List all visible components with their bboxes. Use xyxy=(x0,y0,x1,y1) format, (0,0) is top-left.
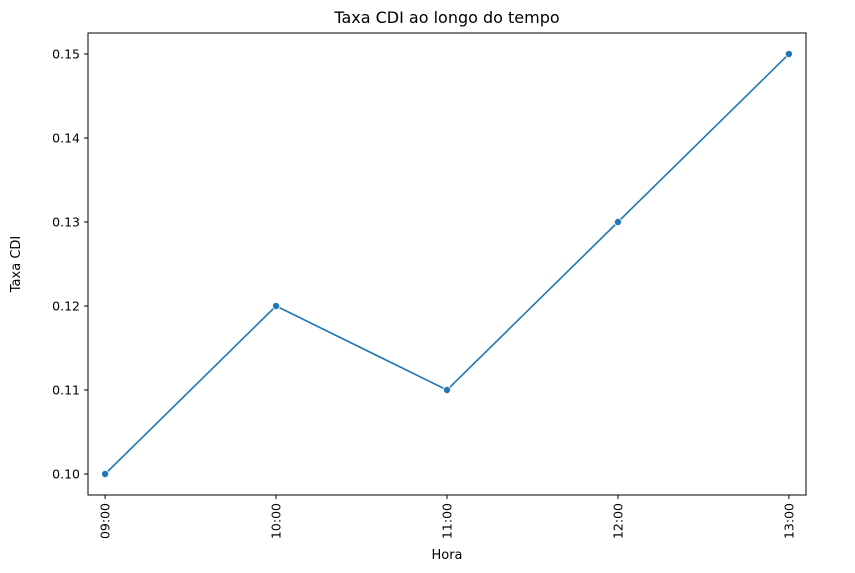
y-axis: 0.10 0.11 0.12 0.13 0.14 0.15 xyxy=(52,47,88,482)
data-point xyxy=(613,217,622,226)
y-tick-label: 0.14 xyxy=(52,131,80,146)
x-tick-label: 13:00 xyxy=(781,503,796,539)
data-point xyxy=(272,301,281,310)
chart-title: Taxa CDI ao longo do tempo xyxy=(333,8,559,27)
x-tick-label: 12:00 xyxy=(610,503,625,539)
x-tick-label: 11:00 xyxy=(440,503,455,539)
x-tick-label: 09:00 xyxy=(98,503,113,539)
y-axis-label: Taxa CDI xyxy=(9,236,24,293)
data-point xyxy=(784,50,793,59)
y-tick-label: 0.12 xyxy=(52,299,80,314)
x-axis-label: Hora xyxy=(431,548,462,563)
data-point xyxy=(101,469,110,478)
plot-frame xyxy=(87,32,807,496)
y-tick-label: 0.13 xyxy=(52,215,80,230)
y-tick-label: 0.10 xyxy=(52,467,80,482)
x-tick-label: 10:00 xyxy=(269,503,284,539)
y-tick-label: 0.11 xyxy=(52,383,80,398)
y-tick-label: 0.15 xyxy=(52,47,80,62)
series-layer xyxy=(101,50,793,478)
x-axis: 09:00 10:00 11:00 12:00 13:00 xyxy=(98,495,796,539)
data-point xyxy=(442,385,451,394)
series-line xyxy=(104,53,790,475)
